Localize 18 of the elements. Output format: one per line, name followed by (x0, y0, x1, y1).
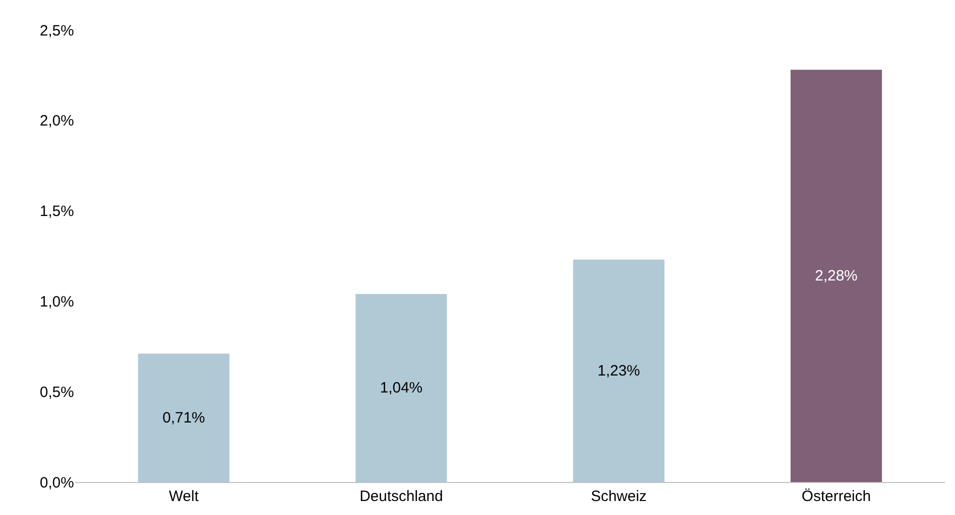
data-label: 1,04% (380, 379, 423, 396)
y-tick-label: 1,5% (40, 203, 74, 220)
x-tick-label: Welt (168, 488, 200, 505)
y-tick-label: 0,0% (40, 474, 74, 492)
data-label: 2,28% (814, 267, 858, 284)
data-label: 0,71% (162, 409, 206, 426)
x-tick-label: Deutschland (360, 488, 443, 505)
data-label: 1,23% (597, 362, 640, 380)
x-tick-label: Schweiz (590, 488, 647, 505)
x-tick-label: Österreich (802, 488, 871, 505)
y-tick-label: 2,0% (40, 112, 74, 130)
y-tick-label: 2,5% (40, 22, 74, 40)
bar (138, 354, 230, 482)
y-tick-label: 1,0% (40, 293, 74, 310)
bar (573, 260, 664, 482)
bar (790, 70, 882, 482)
y-tick-label: 0,5% (40, 384, 74, 401)
bar (356, 294, 447, 482)
